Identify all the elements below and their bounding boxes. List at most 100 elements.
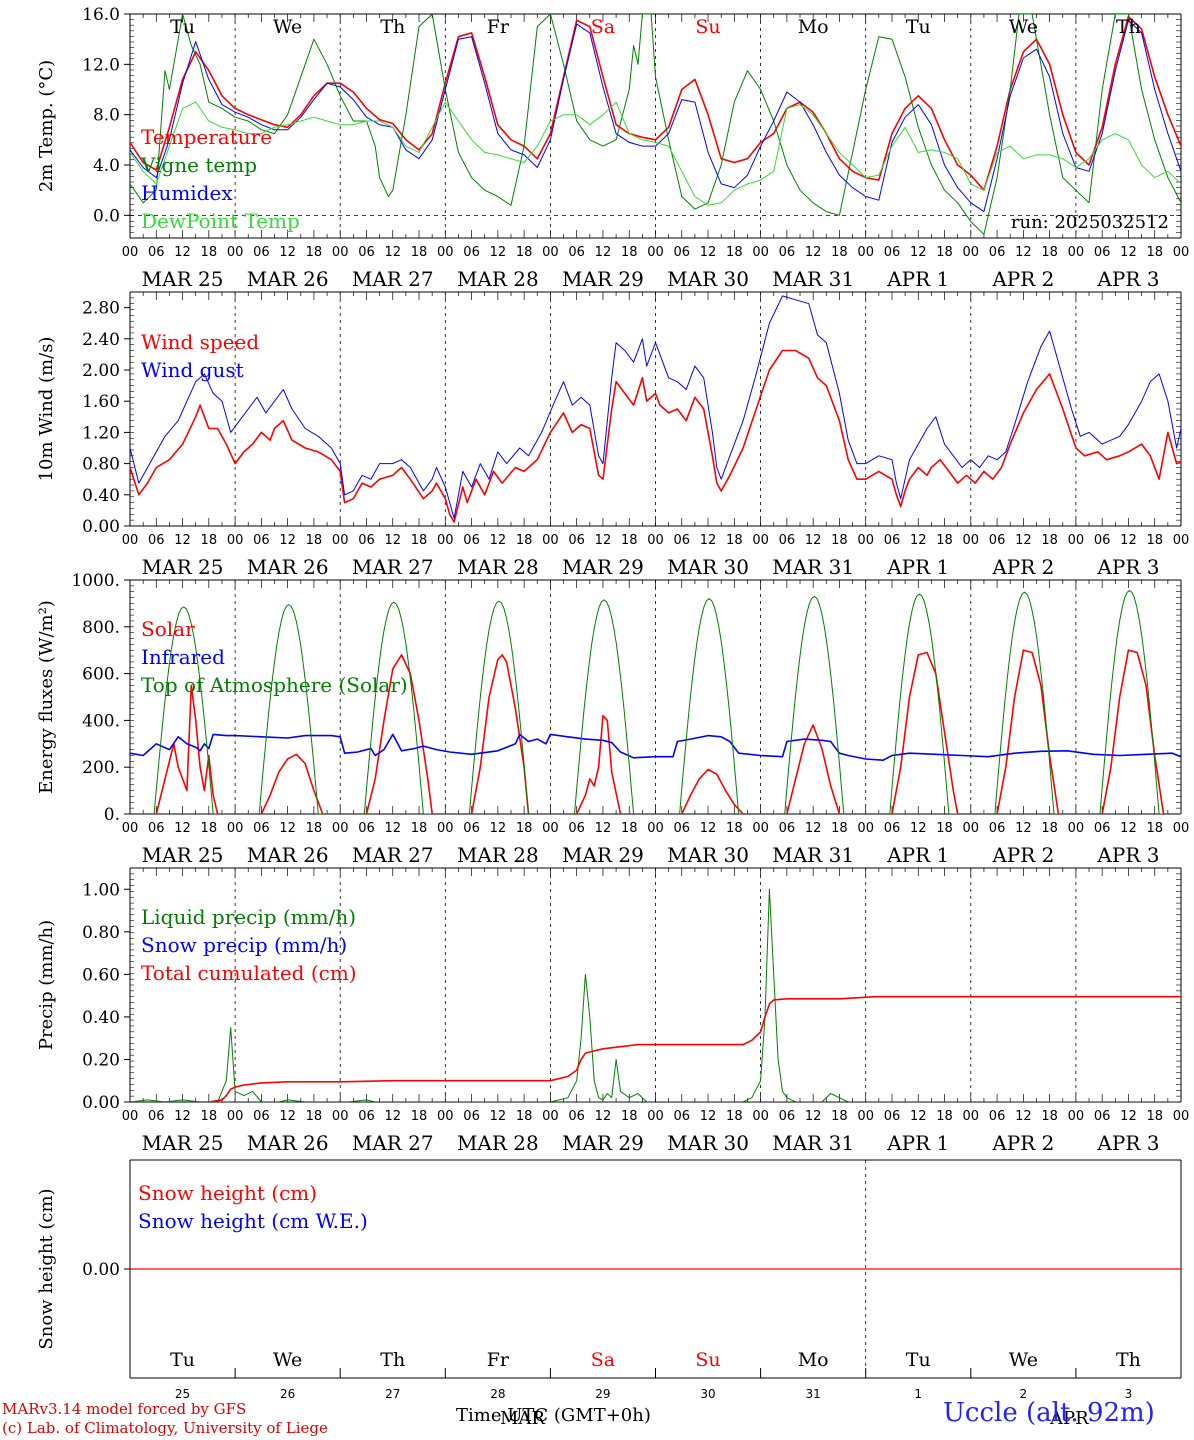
legend-entry: Top of Atmosphere (Solar) [141, 673, 408, 697]
hour-tick-label: 12 [910, 533, 927, 548]
hour-tick-label: 18 [726, 533, 743, 548]
hour-tick-label: 18 [726, 821, 743, 836]
hour-tick-label: 06 [253, 533, 270, 548]
y-tick-label: 2.00 [82, 361, 120, 381]
hour-tick-label: 06 [989, 1109, 1006, 1124]
hour-tick-label: 12 [595, 533, 612, 548]
hour-tick-label: 00 [857, 1109, 874, 1124]
hour-tick-label: 18 [1041, 533, 1058, 548]
panel-2: 0.00 0.40 0.80 1.20 1.60 2.00 2.40 2.80 10m Wind… [36, 291, 1189, 579]
hour-tick-label: 12 [1015, 533, 1032, 548]
hour-tick-label: 12 [279, 245, 296, 260]
hour-tick-label: 18 [411, 821, 428, 836]
legend-entry: Snow precip (mm/h) [141, 933, 347, 957]
hour-tick-label: 00 [963, 821, 980, 836]
hour-tick-label: 18 [1041, 1109, 1058, 1124]
day-name: Th [380, 16, 405, 38]
series-line-total-cumulated-cm- [130, 995, 1181, 1102]
date-label: MAR 25 [142, 555, 224, 579]
hour-tick-label: 18 [306, 821, 323, 836]
day-name: We [1009, 1349, 1038, 1371]
hour-tick-label: 18 [516, 245, 533, 260]
date-label: MAR 27 [352, 1131, 434, 1155]
hour-tick-label: 00 [542, 1109, 559, 1124]
series-group [130, 295, 1181, 523]
hour-tick-label: 12 [1120, 533, 1137, 548]
y-tick-label: 2.40 [82, 330, 120, 350]
credits-line-1: MARv3.14 model forced by GFS [2, 1400, 247, 1418]
hour-tick-label: 18 [936, 533, 953, 548]
hour-tick-label: 12 [490, 1109, 507, 1124]
day-number: 3 [1125, 1387, 1133, 1401]
date-label: MAR 29 [562, 555, 644, 579]
hour-tick-label: 12 [1120, 245, 1137, 260]
date-label: MAR 28 [457, 555, 539, 579]
hour-tick-label: 00 [122, 533, 139, 548]
hour-tick-label: 00 [332, 533, 349, 548]
y-axis-label: 10m Wind (m/s) [36, 337, 57, 482]
hour-tick-label: 06 [148, 533, 165, 548]
hour-tick-label: 06 [989, 245, 1006, 260]
hour-tick-label: 12 [700, 821, 717, 836]
date-label: MAR 28 [457, 267, 539, 291]
hour-tick-label: 12 [174, 1109, 191, 1124]
hour-tick-label: 06 [148, 245, 165, 260]
hour-tick-label: 06 [1094, 821, 1111, 836]
hour-tick-label: 00 [857, 533, 874, 548]
hour-tick-label: 18 [201, 533, 218, 548]
hour-tick-label: 12 [1120, 1109, 1137, 1124]
hour-tick-label: 18 [936, 1109, 953, 1124]
y-axis-label: Snow height (cm) [36, 1188, 57, 1349]
day-name: Tu [170, 16, 195, 38]
date-label: MAR 25 [142, 267, 224, 291]
hour-tick-label: 06 [358, 245, 375, 260]
date-label: APR 1 [886, 555, 949, 579]
legend-entry: Snow height (cm) [138, 1181, 317, 1205]
hour-tick-label: 06 [358, 821, 375, 836]
hour-tick-label: 00 [437, 533, 454, 548]
y-tick-label: 0.60 [82, 965, 120, 985]
date-label: MAR 30 [667, 555, 749, 579]
hour-tick-label: 18 [411, 533, 428, 548]
y-axis-label: Energy fluxes (W/m²) [36, 600, 57, 794]
series-group [130, 14, 1181, 235]
hour-tick-label: 00 [857, 821, 874, 836]
day-name: Fr [487, 16, 510, 38]
hour-tick-label: 00 [437, 245, 454, 260]
hour-tick-label: 00 [227, 533, 244, 548]
hour-tick-label: 00 [752, 821, 769, 836]
date-label: MAR 28 [457, 843, 539, 867]
hour-tick-label: 18 [306, 1109, 323, 1124]
station-label: Uccle (alt. 92m) [943, 1398, 1155, 1428]
month-overlay: APR [1049, 1408, 1089, 1429]
hour-tick-label: 18 [516, 1109, 533, 1124]
time-axis-label: Time UTC (GMT+0h) [456, 1405, 651, 1426]
hour-tick-label: 12 [805, 1109, 822, 1124]
hour-tick-label: 00 [542, 821, 559, 836]
hour-tick-label: 06 [1094, 245, 1111, 260]
date-label: APR 3 [1096, 555, 1159, 579]
y-axis-label: Precip (mm/h) [36, 920, 57, 1050]
y-tick-label: 0.40 [82, 486, 120, 506]
date-label: APR 1 [886, 1131, 949, 1155]
legend-entry: Wind gust [141, 358, 244, 382]
hour-tick-label: 00 [122, 245, 139, 260]
hour-tick-label: 00 [227, 245, 244, 260]
hour-tick-label: 18 [201, 1109, 218, 1124]
hour-tick-label: 12 [384, 245, 401, 260]
y-tick-label: 0. [104, 805, 120, 825]
y-tick-label: 200. [82, 758, 120, 778]
date-label: MAR 25 [142, 1131, 224, 1155]
date-label: MAR 26 [247, 555, 329, 579]
date-label: MAR 27 [352, 843, 434, 867]
hour-tick-label: 12 [595, 1109, 612, 1124]
day-name: Tu [906, 16, 931, 38]
legend-entry: Humidex [141, 181, 233, 205]
hour-tick-label: 18 [1146, 1109, 1163, 1124]
hour-tick-label: 18 [1146, 533, 1163, 548]
day-number: 31 [806, 1387, 821, 1401]
hour-tick-label: 18 [936, 245, 953, 260]
legend-entry: Wind speed [141, 330, 259, 354]
date-label: MAR 29 [562, 267, 644, 291]
hour-tick-label: 00 [332, 821, 349, 836]
